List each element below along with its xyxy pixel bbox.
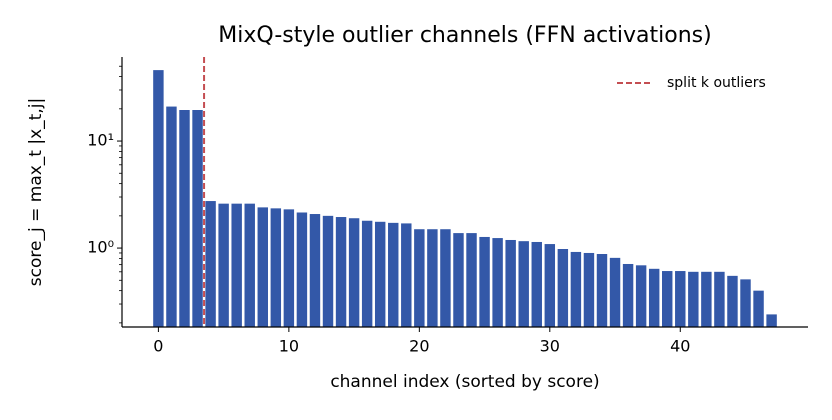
bar [505, 239, 516, 327]
chart-title: MixQ-style outlier channels (FFN activat… [218, 23, 711, 48]
bar [609, 257, 621, 327]
bar [348, 218, 360, 327]
bar [518, 241, 529, 327]
bar [544, 244, 556, 327]
bar [753, 290, 764, 327]
bar [270, 208, 282, 327]
bar [374, 221, 386, 327]
bar [714, 271, 725, 327]
bar [557, 249, 569, 327]
bar [322, 215, 334, 327]
bar [531, 241, 542, 327]
bar [479, 236, 490, 327]
bar [414, 229, 425, 327]
x-axis-label: channel index (sorted by score) [330, 372, 599, 392]
bar [361, 220, 373, 327]
bar [440, 229, 451, 327]
bar [662, 271, 673, 327]
bar [727, 275, 738, 327]
bar [231, 203, 242, 327]
bar [401, 223, 412, 327]
bar [635, 265, 647, 327]
bar [492, 238, 503, 327]
bar [453, 233, 464, 327]
bar [766, 314, 777, 327]
bar [466, 233, 477, 327]
bar [648, 268, 660, 327]
x-tick-label: 20 [409, 337, 429, 356]
bar [218, 203, 229, 327]
bar [570, 251, 582, 327]
bar [388, 222, 399, 327]
bar [192, 110, 203, 327]
x-tick-label: 10 [279, 337, 299, 356]
bar [596, 254, 608, 327]
bar [622, 263, 634, 327]
legend-label: split k outliers [667, 75, 766, 91]
y-tick-label: 10⁰ [87, 238, 114, 257]
bar [296, 212, 308, 327]
x-tick-label: 30 [540, 337, 560, 356]
bar [257, 207, 268, 327]
bar [166, 106, 177, 327]
bar [740, 279, 751, 327]
bar [688, 271, 699, 327]
x-tick-label: 0 [153, 337, 163, 356]
bar [675, 271, 686, 327]
x-tick-label: 40 [670, 337, 690, 356]
bar [205, 201, 216, 327]
y-axis-label: score_j = max_t |x_t,j| [26, 98, 46, 286]
bar [427, 229, 438, 327]
bar [335, 217, 347, 327]
bar [179, 110, 190, 327]
y-tick-label: 10¹ [87, 131, 114, 150]
bar [244, 203, 255, 327]
bar [283, 209, 295, 327]
bar [583, 252, 595, 327]
bar [153, 70, 164, 327]
bar [701, 271, 712, 327]
bar [309, 214, 321, 327]
